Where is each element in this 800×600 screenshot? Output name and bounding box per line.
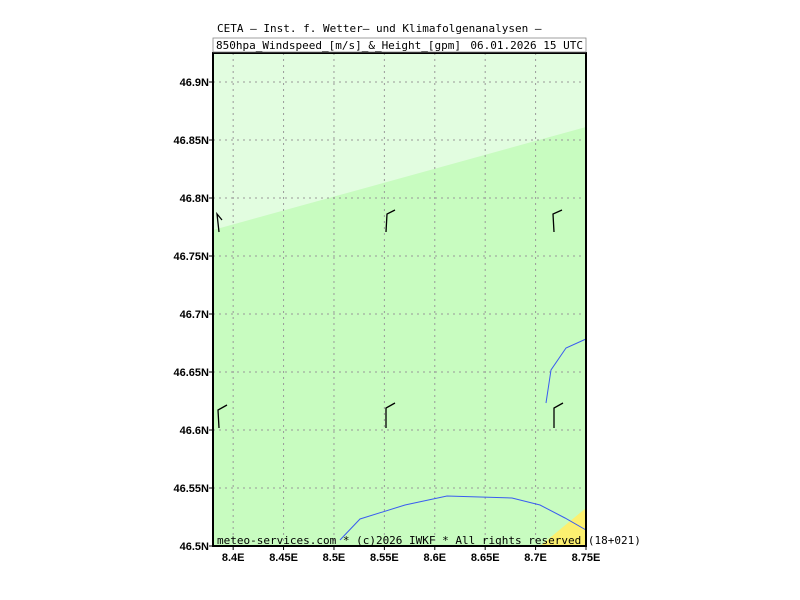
x-tick-label: 8.4E xyxy=(222,552,245,564)
y-tick-label: 46.65N xyxy=(174,367,210,379)
y-tick-label: 46.8N xyxy=(180,193,209,205)
lake-outline xyxy=(545,338,587,404)
lake-outline xyxy=(339,495,587,541)
x-tick-label: 8.6E xyxy=(423,552,446,564)
y-tick-label: 46.75N xyxy=(174,251,210,263)
x-tick-label: 8.45E xyxy=(269,552,298,564)
wind-barbs xyxy=(216,209,564,429)
map-frame xyxy=(212,52,587,547)
footer: meteo-services.com * (c)2026 IWKF * All … xyxy=(217,534,641,547)
y-tick-label: 46.85N xyxy=(174,135,210,147)
y-tick-label: 46.55N xyxy=(174,483,210,495)
wind-barb xyxy=(385,402,396,428)
x-tick-label: 8.5E xyxy=(323,552,346,564)
wind-barb xyxy=(552,209,563,233)
x-tick-label: 8.7E xyxy=(524,552,547,564)
wind-barb xyxy=(385,209,396,233)
y-tick-label: 46.7N xyxy=(180,309,209,321)
y-tick-label: 46.9N xyxy=(180,77,209,89)
wind-barb xyxy=(553,402,564,428)
date: 06.01.2026 15 UTC xyxy=(470,39,583,52)
wind-barb xyxy=(217,404,228,429)
y-tick-label: 46.5N xyxy=(180,541,209,553)
x-tick-label: 8.65E xyxy=(471,552,500,564)
title-line: CETA — Inst. f. Wetter— und Klimafolgena… xyxy=(217,22,542,35)
y-tick-label: 46.6N xyxy=(180,425,209,437)
x-tick-label: 8.75E xyxy=(572,552,601,564)
wind-zone-light xyxy=(213,53,586,230)
x-tick-label: 8.55E xyxy=(370,552,399,564)
wind-zone-yellow xyxy=(540,508,586,546)
wind-barb xyxy=(216,211,223,233)
subtitle: 850hpa_Windspeed_[m/s]_&_Height_[gpm] xyxy=(216,39,461,52)
subtitle-box xyxy=(212,37,587,53)
